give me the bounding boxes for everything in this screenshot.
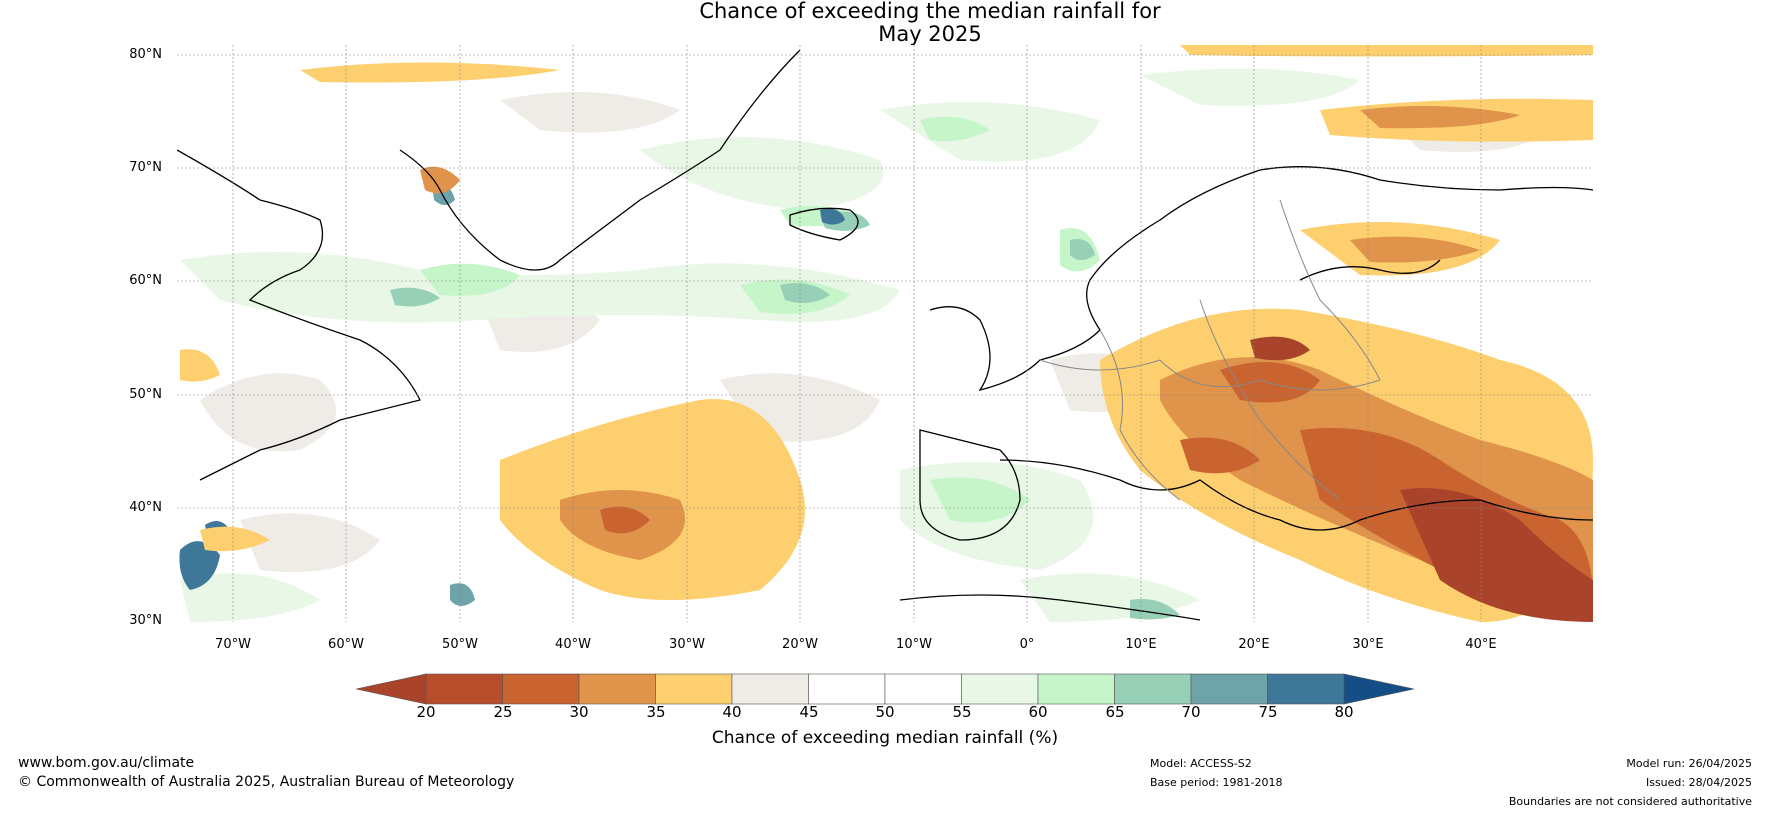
colorbar-title: Chance of exceeding median rainfall (%) [711, 728, 1059, 748]
footer-model-run: Model run: 26/04/2025 [1626, 757, 1752, 770]
rainfall-probability-field [179, 45, 1593, 622]
footer-disclaimer: Boundaries are not considered authoritat… [1508, 795, 1752, 808]
lon-label-20w: 20°W [782, 637, 818, 652]
colorbar-segment [961, 673, 1039, 705]
colorbar-tick-75: 75 [1258, 703, 1278, 721]
colorbar-tick-50: 50 [875, 703, 895, 721]
colorbar-segment [1114, 673, 1192, 705]
colorbar-extend-high [1343, 673, 1415, 705]
colorbar-segment [578, 673, 656, 705]
lat-label-30n: 30°N [129, 613, 162, 628]
lat-label-40n: 40°N [129, 500, 162, 515]
colorbar-segment [425, 673, 503, 705]
lat-label-70n: 70°N [129, 160, 162, 175]
colorbar-segment [808, 673, 886, 705]
colorbar-tick-45: 45 [799, 703, 819, 721]
lat-label-80n: 80°N [129, 47, 162, 62]
lon-label-0: 0° [1019, 637, 1035, 652]
footer-base-period: Base period: 1981-2018 [1150, 776, 1283, 789]
colorbar-segment [1267, 673, 1345, 705]
colorbar-segment [1037, 673, 1115, 705]
footer-copyright: © Commonwealth of Australia 2025, Austra… [18, 774, 515, 790]
lon-label-20e: 20°E [1238, 637, 1270, 652]
lon-label-30w: 30°W [669, 637, 705, 652]
colorbar-tick-35: 35 [646, 703, 666, 721]
rainfall-map [177, 45, 1593, 622]
graticule [177, 45, 1593, 622]
colorbar-segment [655, 673, 733, 705]
colorbar-tick-20: 20 [416, 703, 436, 721]
footer-model: Model: ACCESS-S2 [1150, 757, 1252, 770]
colorbar-tick-80: 80 [1334, 703, 1354, 721]
colorbar-tick-60: 60 [1028, 703, 1048, 721]
title-line-1: Chance of exceeding the median rainfall … [699, 0, 1161, 23]
colorbar-tick-25: 25 [493, 703, 513, 721]
lon-label-40w: 40°W [555, 637, 591, 652]
coastlines [177, 49, 1593, 621]
country-borders [1039, 199, 1381, 501]
colorbar-segment [1190, 673, 1268, 705]
title-line-2: May 2025 [878, 22, 982, 46]
lon-label-10w: 10°W [896, 637, 932, 652]
lon-label-60w: 60°W [328, 637, 364, 652]
colorbar-tick-30: 30 [569, 703, 589, 721]
colorbar-segment [884, 673, 962, 705]
footer-website: www.bom.gov.au/climate [18, 755, 195, 771]
colorbar-segment [731, 673, 809, 705]
colorbar-segment [502, 673, 580, 705]
lon-label-10e: 10°E [1125, 637, 1157, 652]
colorbar-tick-65: 65 [1105, 703, 1125, 721]
map-title: Chance of exceeding the median rainfall … [0, 0, 1770, 46]
lon-label-40e: 40°E [1465, 637, 1497, 652]
colorbar-tick-40: 40 [722, 703, 742, 721]
colorbar-tick-55: 55 [952, 703, 972, 721]
colorbar-tick-70: 70 [1181, 703, 1201, 721]
colorbar-extend-low [355, 673, 427, 705]
lat-label-50n: 50°N [129, 387, 162, 402]
footer-issued: Issued: 28/04/2025 [1645, 776, 1752, 789]
lon-label-70w: 70°W [215, 637, 251, 652]
lon-label-50w: 50°W [442, 637, 478, 652]
lat-label-60n: 60°N [129, 273, 162, 288]
lon-label-30e: 30°E [1352, 637, 1384, 652]
